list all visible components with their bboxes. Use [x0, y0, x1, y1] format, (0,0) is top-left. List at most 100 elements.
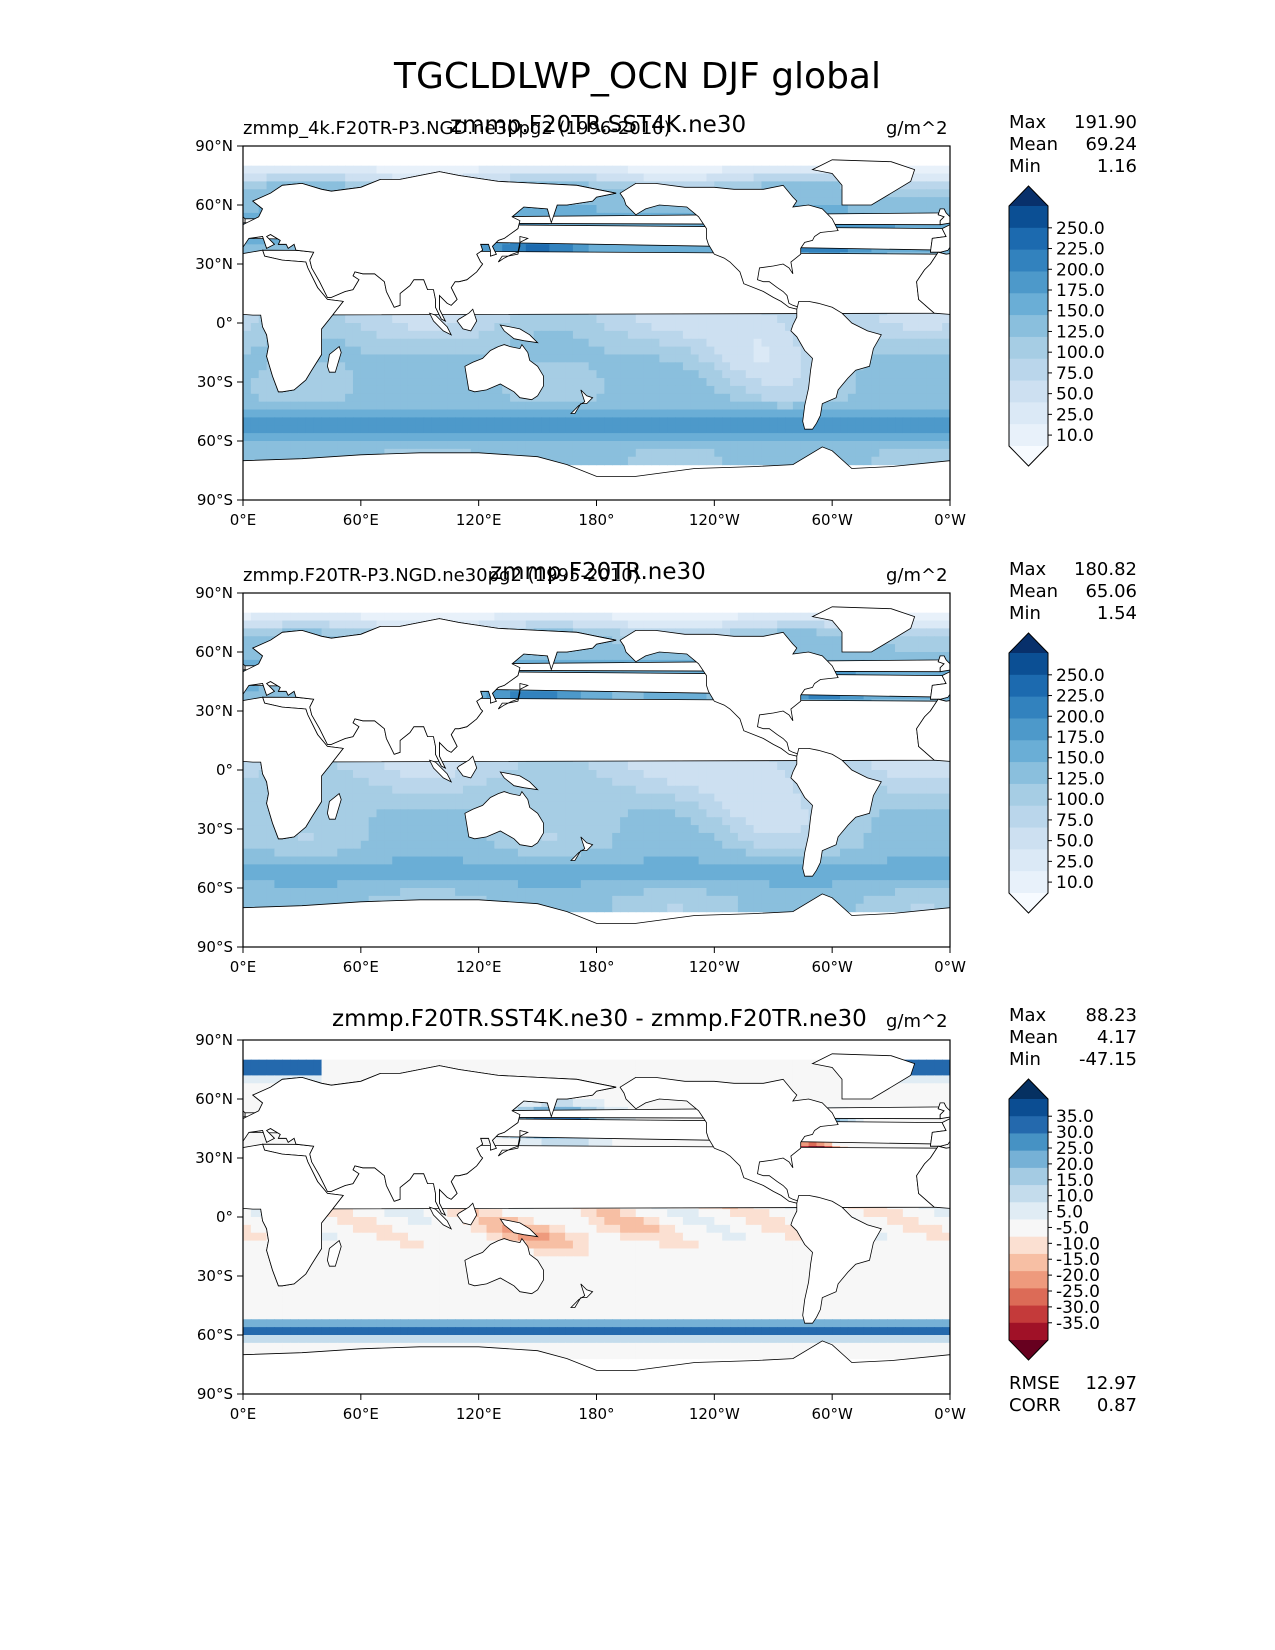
field-cell [769, 401, 778, 411]
field-cell [824, 652, 833, 661]
field-cell [769, 338, 778, 348]
field-cell [565, 338, 574, 348]
field-cell [243, 448, 252, 458]
field-cell [596, 165, 605, 175]
field-cell [274, 409, 283, 418]
field-cell [337, 409, 346, 418]
field-cell [706, 425, 715, 434]
field-cell [620, 620, 629, 629]
field-cell [926, 330, 935, 340]
field-cell [321, 409, 331, 418]
field-cell [714, 370, 723, 379]
field-cell [266, 409, 276, 418]
field-cell [517, 425, 527, 434]
field-cell [675, 401, 684, 411]
field-cell [352, 612, 362, 622]
field-cell [863, 441, 873, 450]
field-cell [462, 393, 472, 403]
field-cell [557, 244, 566, 253]
field-cell [305, 441, 315, 450]
field-cell [887, 354, 896, 363]
field-cell [714, 401, 723, 411]
field-cell [282, 441, 291, 450]
field-cell [745, 330, 755, 340]
field-cell [934, 628, 943, 637]
field-cell [769, 346, 778, 356]
field-cell [832, 441, 841, 450]
field-cell [321, 173, 331, 182]
field-cell [525, 652, 535, 661]
colorbar-tick-label: 250.0 [1056, 219, 1105, 239]
coastline-southAmerica [790, 301, 882, 430]
field-cell [620, 644, 629, 653]
field-cell [651, 620, 660, 629]
field-cell [266, 401, 276, 411]
field-cell [517, 652, 527, 661]
field-cell [415, 323, 425, 332]
field-cell [918, 401, 928, 411]
field-cell [643, 338, 653, 348]
field-cell [565, 612, 574, 622]
field-cell [675, 378, 684, 387]
field-cell [376, 173, 385, 182]
field-cell [462, 338, 472, 348]
field-cell [541, 433, 550, 442]
lat-tick-label: 60°N [195, 196, 233, 214]
field-cell [431, 385, 440, 395]
field-cell [266, 165, 276, 175]
field-cell [337, 370, 346, 379]
field-cell [627, 417, 637, 426]
field-cell [792, 425, 802, 434]
field-cell [525, 323, 535, 332]
field-cell [297, 433, 307, 442]
field-cell [620, 425, 629, 434]
field-cell [604, 691, 613, 700]
field-cell [439, 346, 448, 356]
field-cell [895, 189, 904, 198]
field-cell [918, 393, 928, 403]
coastline-sumatra [428, 312, 453, 336]
field-cell [863, 409, 873, 418]
coastline-northAmerica [619, 183, 839, 310]
field-cell [918, 346, 928, 356]
field-cell [525, 425, 535, 434]
field-cell [910, 644, 920, 653]
field-cell [761, 338, 770, 348]
field-cell [250, 315, 260, 324]
field-cell [565, 409, 574, 418]
field-cell [792, 628, 802, 637]
field-cell [926, 456, 935, 466]
field-cell [722, 181, 731, 190]
field-cell [329, 628, 338, 637]
field-cell [730, 612, 739, 622]
field-cell [588, 181, 598, 190]
field-cell [250, 205, 260, 214]
field-cell [816, 244, 825, 253]
field-cell [313, 165, 323, 175]
field-cell [368, 354, 378, 363]
field-cell [698, 425, 708, 434]
field-cell [384, 378, 393, 387]
field-cell [840, 393, 849, 403]
field-cell [407, 354, 417, 363]
field-cell [274, 393, 283, 403]
field-cell [667, 385, 676, 395]
field-cell [902, 644, 912, 653]
field-cell [360, 441, 370, 450]
field-cell [690, 362, 700, 371]
field-cell [384, 401, 393, 411]
field-cell [565, 362, 574, 371]
field-cell [659, 667, 668, 677]
field-cell [675, 338, 684, 348]
field-cell [769, 393, 778, 403]
field-cell [549, 620, 558, 629]
field-cell [533, 315, 543, 324]
field-cell [926, 197, 935, 206]
field-cell [510, 620, 519, 629]
colorbar-segment [1009, 227, 1048, 251]
colorbar-tick-label: 200.0 [1056, 260, 1105, 280]
field-cell [690, 417, 700, 426]
field-cell [792, 393, 802, 403]
field-cell [659, 220, 668, 230]
field-cell [910, 393, 920, 403]
